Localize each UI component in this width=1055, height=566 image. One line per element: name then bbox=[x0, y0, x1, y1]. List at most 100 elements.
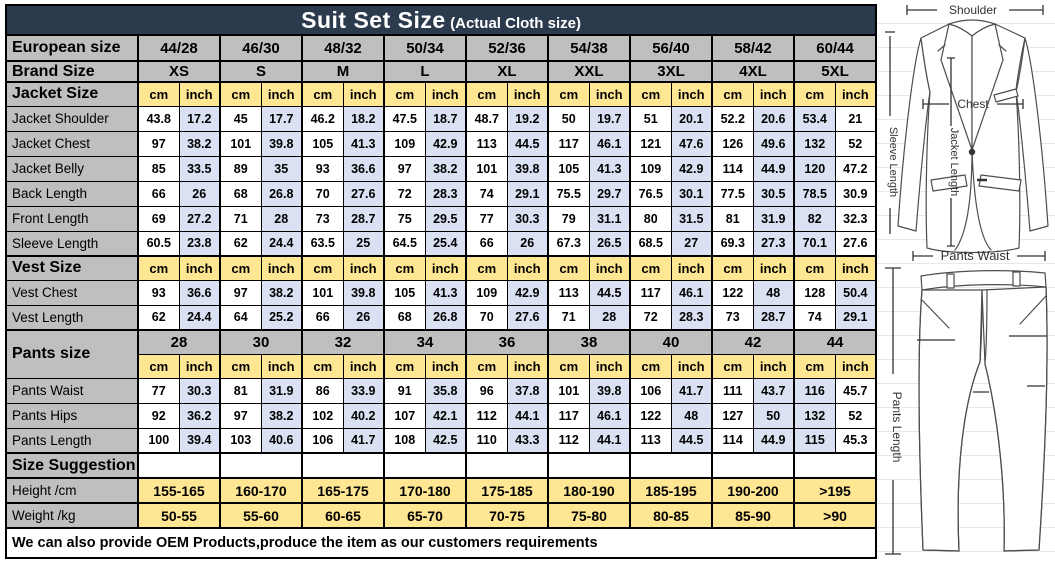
measure-value-inch: 26.8 bbox=[424, 304, 467, 331]
unit-cell-cm: cm bbox=[793, 81, 836, 107]
measure-value-inch: 20.6 bbox=[752, 105, 795, 132]
measure-value-cm: 75 bbox=[383, 205, 426, 232]
table-row: Vest Chest 93 36.6 97 38.2 101 39.8 105 41.3 109 4… bbox=[5, 279, 877, 306]
measure-value-cm: 109 bbox=[383, 130, 426, 157]
jacket-length-label: Jacket Length bbox=[948, 128, 960, 197]
measure-value-inch: 30.5 bbox=[752, 180, 795, 207]
measure-value-inch: 42.9 bbox=[506, 279, 549, 306]
jacket-collar-notches bbox=[937, 44, 1007, 52]
empty-cell bbox=[792, 452, 877, 479]
measure-value-cm: 70 bbox=[465, 304, 508, 331]
range-cell: 70-75 bbox=[465, 502, 549, 529]
pants-size-cell: 36 bbox=[465, 329, 549, 355]
measure-value-inch: 35.8 bbox=[424, 377, 467, 404]
measure-value-inch: 19.7 bbox=[588, 105, 631, 132]
measure-value-inch: 30.1 bbox=[670, 180, 713, 207]
measure-value-inch: 39.8 bbox=[588, 377, 631, 404]
measure-value-inch: 28.7 bbox=[752, 304, 795, 331]
measure-value-inch: 31.9 bbox=[752, 205, 795, 232]
pants-size-cell: 32 bbox=[301, 329, 385, 355]
table-row: cm inch cm inch cm inch cm inch cm inch cm inch cm in… bbox=[6, 353, 877, 379]
measure-value-cm: 105 bbox=[383, 279, 426, 306]
measure-value-cm: 78.5 bbox=[793, 180, 836, 207]
measure-value-inch: 26 bbox=[342, 304, 385, 331]
european-size-cell: 50/34 bbox=[383, 34, 467, 62]
empty-cell bbox=[137, 452, 221, 479]
measure-value-inch: 40.2 bbox=[342, 402, 385, 429]
table-row: Jacket Chest 97 38.2 101 39.8 105 41.3 109 42.9 1… bbox=[5, 130, 877, 157]
european-size-cell: 44/28 bbox=[137, 34, 221, 62]
unit-cell-inch: inch bbox=[506, 255, 549, 281]
pants-size-cell: 42 bbox=[711, 329, 795, 355]
unit-cell-inch: inch bbox=[178, 255, 221, 281]
measure-value-cm: 122 bbox=[629, 402, 672, 429]
jacket-length-dimension: Jacket Length bbox=[947, 57, 960, 247]
unit-cell-inch: inch bbox=[752, 255, 795, 281]
measure-value-inch: 48 bbox=[752, 279, 795, 306]
measure-value-cm: 71 bbox=[547, 304, 590, 331]
unit-cell-cm: cm bbox=[219, 81, 262, 107]
measure-value-inch: 46.1 bbox=[588, 402, 631, 429]
unit-cell-cm: cm bbox=[219, 353, 262, 379]
unit-cell-inch: inch bbox=[260, 81, 303, 107]
measure-value-inch: 50 bbox=[752, 402, 795, 429]
section-label: Jacket Size bbox=[5, 81, 139, 107]
measure-value-inch: 23.8 bbox=[178, 230, 221, 257]
measure-value-inch: 38.2 bbox=[178, 130, 221, 157]
table-row: Front Length 69 27.2 71 28 73 28.7 75 29.5 77 30.3… bbox=[5, 205, 877, 232]
measure-value-cm: 86 bbox=[301, 377, 344, 404]
measure-value-cm: 66 bbox=[465, 230, 508, 257]
measure-value-inch: 38.2 bbox=[424, 155, 467, 182]
jacket-front-edges bbox=[954, 149, 992, 251]
measure-value-inch: 44.9 bbox=[752, 427, 795, 454]
measure-value-inch: 45.7 bbox=[834, 377, 877, 404]
range-cell: 165-175 bbox=[301, 477, 385, 504]
measure-value-cm: 72 bbox=[629, 304, 672, 331]
measure-value-cm: 101 bbox=[301, 279, 344, 306]
measure-value-inch: 44.9 bbox=[752, 155, 795, 182]
unit-cell-cm: cm bbox=[711, 255, 754, 281]
unit-cell-cm: cm bbox=[629, 353, 672, 379]
pants-size-cell: 40 bbox=[629, 329, 713, 355]
pants-belt-loop-right bbox=[1012, 271, 1021, 287]
unit-cell-cm: cm bbox=[383, 255, 426, 281]
measure-value-cm: 117 bbox=[547, 402, 590, 429]
measure-value-cm: 91 bbox=[383, 377, 426, 404]
measure-value-inch: 20.1 bbox=[670, 105, 713, 132]
unit-cell-inch: inch bbox=[424, 353, 467, 379]
range-cell: >90 bbox=[792, 502, 877, 529]
pants-size-label: Pants size bbox=[5, 329, 139, 379]
measure-value-inch: 39.8 bbox=[342, 279, 385, 306]
range-cell: 190-200 bbox=[711, 477, 795, 504]
unit-cell-cm: cm bbox=[629, 255, 672, 281]
table-row: Brand Size XS S M L XL XXL 3XL 4XL 5XL bbox=[5, 60, 877, 83]
measure-value-cm: 63.5 bbox=[301, 230, 344, 257]
measure-value-inch: 41.7 bbox=[342, 427, 385, 454]
table-row: Suit Set Size (Actual Cloth size) bbox=[4, 4, 878, 36]
measure-value-inch: 31.5 bbox=[670, 205, 713, 232]
range-cell: 55-60 bbox=[219, 502, 303, 529]
measure-value-cm: 132 bbox=[793, 130, 836, 157]
brand-size-cell: XXL bbox=[547, 60, 631, 83]
measure-value-inch: 28.7 bbox=[342, 205, 385, 232]
measure-value-cm: 85 bbox=[137, 155, 180, 182]
measure-value-inch: 21 bbox=[834, 105, 877, 132]
measure-value-cm: 110 bbox=[465, 427, 508, 454]
unit-cell-inch: inch bbox=[424, 255, 467, 281]
european-size-cell: 48/32 bbox=[301, 34, 385, 62]
unit-cell-cm: cm bbox=[711, 81, 754, 107]
measure-value-cm: 132 bbox=[793, 402, 836, 429]
brand-size-cell: S bbox=[219, 60, 303, 83]
sleeve-length-label: Sleeve Length bbox=[887, 127, 899, 197]
empty-cell bbox=[219, 452, 303, 479]
measure-value-inch: 26 bbox=[178, 180, 221, 207]
measure-value-inch: 27.6 bbox=[506, 304, 549, 331]
measure-value-cm: 66 bbox=[301, 304, 344, 331]
european-size-cell: 56/40 bbox=[629, 34, 713, 62]
measure-value-cm: 62 bbox=[137, 304, 180, 331]
measure-value-cm: 68.5 bbox=[629, 230, 672, 257]
table-row: Weight /kg 50-55 55-60 60-65 65-70 70-75 75-80… bbox=[5, 502, 877, 529]
empty-cell bbox=[547, 452, 631, 479]
measure-label: Back Length bbox=[5, 180, 139, 207]
